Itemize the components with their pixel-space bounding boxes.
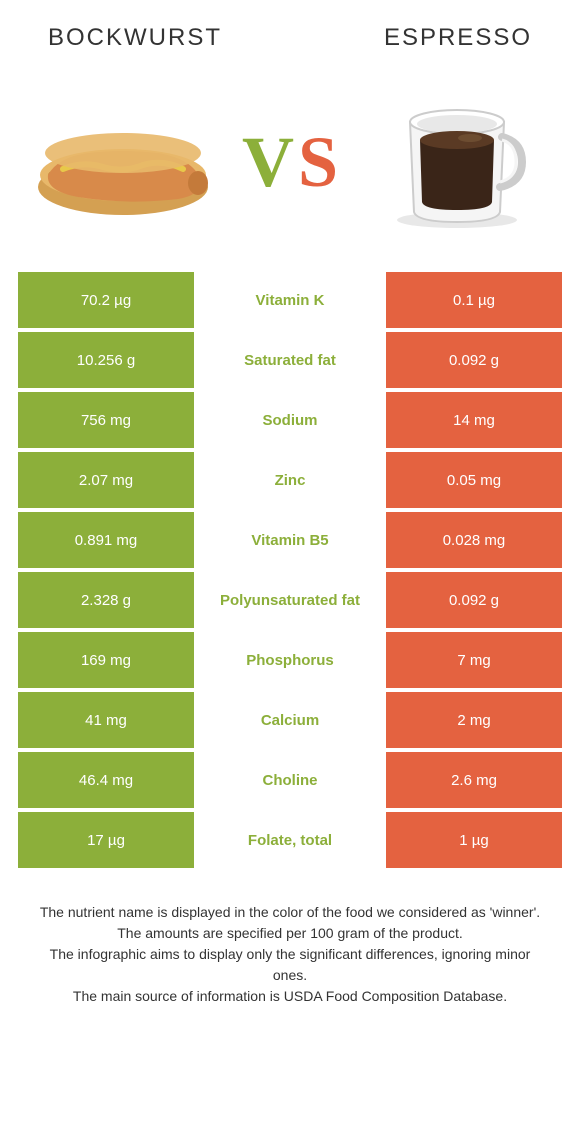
left-value: 169 mg	[18, 632, 194, 688]
comparison-table: 70.2 µgVitamin K0.1 µg10.256 gSaturated …	[18, 272, 562, 868]
right-value: 0.1 µg	[386, 272, 562, 328]
right-value: 2 mg	[386, 692, 562, 748]
left-food-title: BOCKWURST	[48, 24, 222, 52]
right-value: 0.028 mg	[386, 512, 562, 568]
table-row: 46.4 mgCholine2.6 mg	[18, 752, 562, 808]
table-row: 10.256 gSaturated fat0.092 g	[18, 332, 562, 388]
left-food-image	[28, 92, 218, 232]
left-value: 2.07 mg	[18, 452, 194, 508]
footer-line: The amounts are specified per 100 gram o…	[38, 923, 542, 944]
table-row: 41 mgCalcium2 mg	[18, 692, 562, 748]
footer-line: The infographic aims to display only the…	[38, 944, 542, 986]
right-value: 7 mg	[386, 632, 562, 688]
images-row: VS	[18, 62, 562, 272]
nutrient-label: Choline	[194, 752, 386, 808]
right-value: 2.6 mg	[386, 752, 562, 808]
nutrient-label: Phosphorus	[194, 632, 386, 688]
nutrient-label: Sodium	[194, 392, 386, 448]
left-value: 0.891 mg	[18, 512, 194, 568]
left-value: 46.4 mg	[18, 752, 194, 808]
vs-label: VS	[242, 121, 338, 204]
right-food-image	[362, 92, 552, 232]
right-food-title: ESPRESSO	[384, 24, 532, 52]
footer-line: The nutrient name is displayed in the co…	[38, 902, 542, 923]
vs-s-letter: S	[298, 121, 338, 204]
right-value: 0.092 g	[386, 572, 562, 628]
nutrient-label: Zinc	[194, 452, 386, 508]
table-row: 756 mgSodium14 mg	[18, 392, 562, 448]
left-value: 10.256 g	[18, 332, 194, 388]
left-value: 2.328 g	[18, 572, 194, 628]
table-row: 2.07 mgZinc0.05 mg	[18, 452, 562, 508]
nutrient-label: Saturated fat	[194, 332, 386, 388]
left-value: 41 mg	[18, 692, 194, 748]
nutrient-label: Folate, total	[194, 812, 386, 868]
table-row: 0.891 mgVitamin B50.028 mg	[18, 512, 562, 568]
nutrient-label: Polyunsaturated fat	[194, 572, 386, 628]
nutrient-label: Calcium	[194, 692, 386, 748]
left-value: 70.2 µg	[18, 272, 194, 328]
table-row: 169 mgPhosphorus7 mg	[18, 632, 562, 688]
nutrient-label: Vitamin K	[194, 272, 386, 328]
left-value: 756 mg	[18, 392, 194, 448]
right-value: 0.05 mg	[386, 452, 562, 508]
right-value: 0.092 g	[386, 332, 562, 388]
nutrient-label: Vitamin B5	[194, 512, 386, 568]
header: BOCKWURST ESPRESSO	[18, 24, 562, 62]
table-row: 70.2 µgVitamin K0.1 µg	[18, 272, 562, 328]
right-value: 1 µg	[386, 812, 562, 868]
left-value: 17 µg	[18, 812, 194, 868]
table-row: 2.328 gPolyunsaturated fat0.092 g	[18, 572, 562, 628]
right-value: 14 mg	[386, 392, 562, 448]
vs-v-letter: V	[242, 121, 294, 204]
footer-line: The main source of information is USDA F…	[38, 986, 542, 1007]
table-row: 17 µgFolate, total1 µg	[18, 812, 562, 868]
footer-notes: The nutrient name is displayed in the co…	[18, 872, 562, 1007]
